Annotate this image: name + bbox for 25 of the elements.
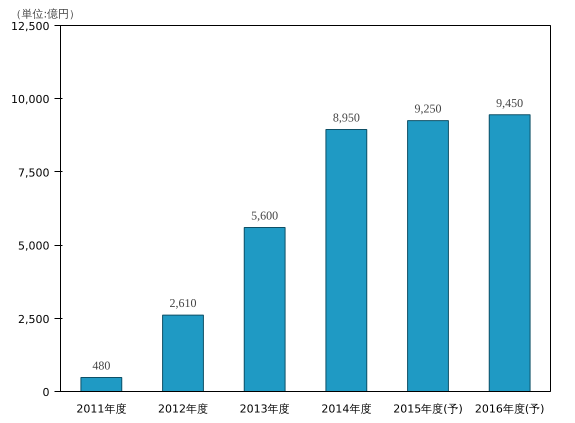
bar (488, 114, 531, 392)
y-axis-title: （単位:億円） (10, 8, 80, 20)
x-tick-label: 2015年度(予) (393, 402, 463, 416)
bar (162, 314, 204, 392)
data-label: 8,950 (332, 110, 360, 124)
data-label: 5,600 (251, 208, 278, 223)
bar (244, 227, 286, 392)
x-tick-label: 2012年度 (158, 402, 208, 416)
y-tick-label: 0 (42, 386, 50, 399)
bar (80, 376, 122, 392)
y-tick-label: 2,500 (18, 312, 50, 326)
y-tick-label: 5,000 (18, 240, 50, 253)
data-label: 9,250 (414, 102, 442, 116)
x-tick-label: 2014年度 (321, 402, 372, 416)
bar (325, 128, 368, 392)
bar (407, 120, 449, 392)
data-label: 9,450 (496, 96, 524, 110)
data-label: 2,610 (170, 296, 196, 310)
data-label: 480 (92, 358, 110, 372)
x-tick-label: 2013年度 (240, 402, 290, 416)
y-tick-label: 10,000 (11, 93, 50, 106)
y-tick-label: 7,500 (18, 166, 50, 180)
y-tick-label: 12,500 (11, 20, 50, 33)
x-tick-label: 2016年度(予) (474, 402, 544, 416)
x-tick-label: 2011年度 (76, 402, 126, 416)
